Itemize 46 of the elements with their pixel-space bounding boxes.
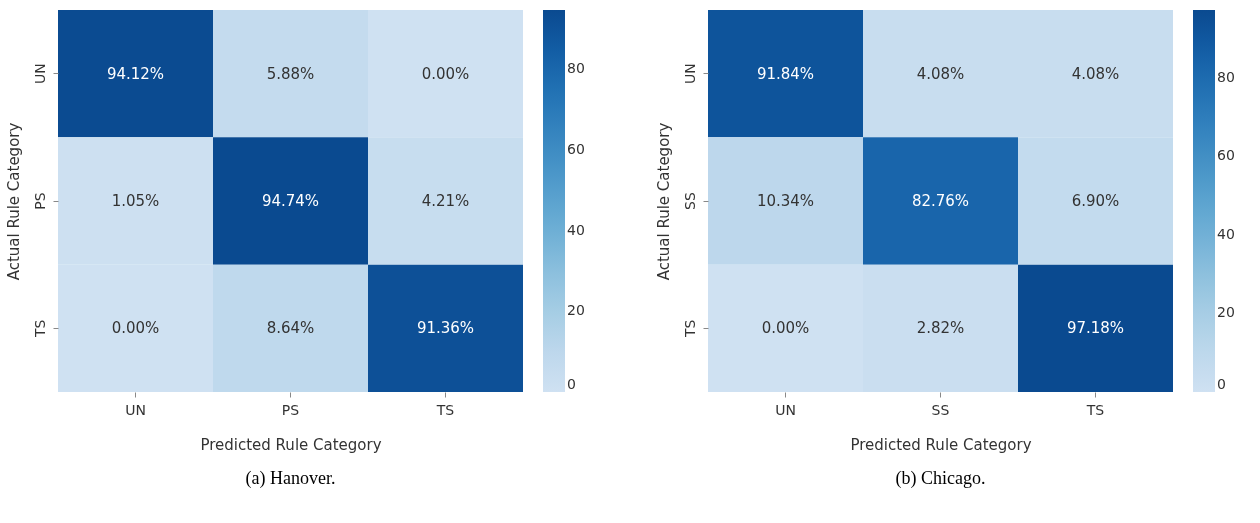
data-label: 2.82% [916,319,965,338]
y-tick-label: TS [681,319,698,339]
y-axis-title: Actual Rule Category [4,122,23,281]
x-axis-title: Predicted Rule Category [200,435,382,454]
y-axis-title: Actual Rule Category [654,122,673,281]
data-label: 94.74% [261,192,320,210]
x-tick-label: SS [931,401,950,418]
y-tick-label: TS [31,319,48,339]
data-label: 1.05% [111,192,160,210]
y-tick-label: UN [31,63,48,85]
data-label: 0.00% [761,319,810,338]
data-label: 6.90% [1071,192,1120,210]
x-tick-label: UN [125,401,146,418]
x-tick-label: TS [1085,401,1105,418]
data-label: 10.34% [756,192,815,210]
color-bar-label: 60 [567,141,585,158]
color-bar-label: 0 [567,376,576,392]
color-bar-label: 40 [1217,225,1235,242]
data-label: 94.12% [106,64,165,83]
color-bar-label: 0 [1217,376,1226,392]
x-tick-label: PS [281,401,300,418]
y-tick-label: PS [31,192,48,210]
color-bar-label: 20 [1217,304,1235,321]
data-label: 5.88% [266,64,315,83]
data-label: 97.18% [1066,319,1125,338]
color-bar-label: 60 [1217,147,1235,164]
data-label: 91.84% [756,64,815,83]
data-label: 4.08% [1071,64,1120,83]
data-label: 82.76% [911,192,970,210]
text: (b) Chicago. [895,468,986,489]
data-label: 4.08% [916,64,965,83]
data-label: 8.64% [266,319,315,338]
data-label: 91.36% [416,319,475,338]
color-bar-label: 20 [567,302,585,319]
y-tick-label: SS [681,192,698,210]
x-tick-label: TS [435,401,455,418]
text: (a) Hanover. [245,468,336,489]
color-bar-label: 40 [567,221,585,238]
data-label: 0.00% [421,64,470,83]
color-bar-label: 80 [1217,68,1235,85]
color-bar-label: 80 [567,60,585,77]
x-axis-title: Predicted Rule Category [850,435,1032,454]
data-label: 4.21% [421,192,470,210]
x-tick-label: UN [775,401,796,418]
data-label: 0.00% [111,319,160,338]
y-tick-label: UN [681,63,698,85]
